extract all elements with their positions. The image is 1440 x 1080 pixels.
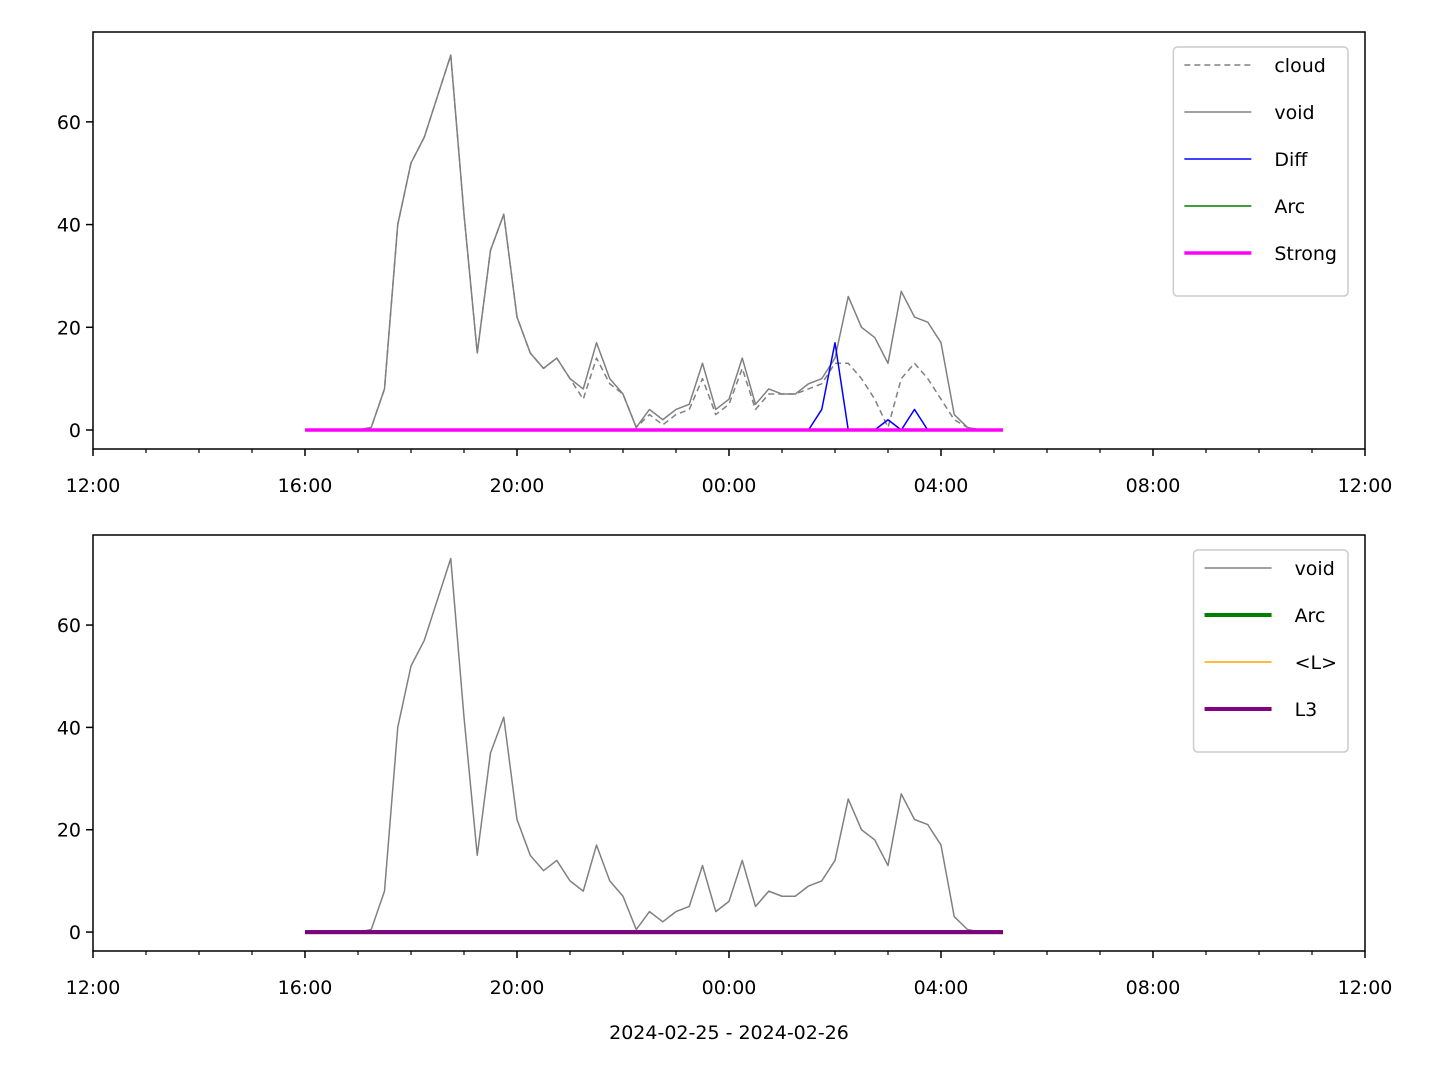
- y-tick-label: 60: [57, 112, 81, 134]
- legend-label: cloud: [1274, 55, 1325, 77]
- legend-label: L3: [1295, 699, 1318, 721]
- y-tick-label: 60: [57, 615, 81, 637]
- x-tick-label: 04:00: [914, 475, 969, 497]
- x-tick-label: 00:00: [702, 475, 757, 497]
- y-tick-label: 20: [57, 820, 81, 842]
- legend-label: void: [1295, 558, 1335, 580]
- x-tick-label: 20:00: [490, 977, 545, 999]
- x-tick-label: 12:00: [66, 475, 121, 497]
- legend-label: Arc: [1274, 196, 1305, 218]
- x-tick-label: 20:00: [490, 475, 545, 497]
- series-line: [305, 557, 1004, 933]
- x-tick-label: 08:00: [1126, 977, 1181, 999]
- legend-label: Strong: [1274, 243, 1337, 265]
- axes: 0 20 40 60 12:00 16:00 20:00 00:00 04:00 08:00 12:…: [57, 31, 1393, 497]
- x-tick-label: 12:00: [66, 977, 121, 999]
- series-line: [305, 54, 1004, 431]
- x-axis-label: 2024-02-25 - 2024-02-26: [609, 1022, 849, 1044]
- legend-label: Diff: [1274, 149, 1308, 171]
- y-tick-label: 0: [69, 922, 81, 944]
- series-line: [305, 341, 1004, 431]
- x-tick-label: 04:00: [914, 977, 969, 999]
- x-tick-label: 12:00: [1338, 977, 1393, 999]
- legend: void Arc <L> L3: [1192, 549, 1349, 753]
- y-tick-label: 0: [69, 420, 81, 442]
- y-tick-label: 20: [57, 317, 81, 339]
- y-tick-label: 40: [57, 215, 81, 237]
- axes-frame: [92, 31, 1366, 450]
- x-tick-label: 12:00: [1338, 475, 1393, 497]
- legend-label: Arc: [1295, 605, 1326, 627]
- x-tick-label: 16:00: [278, 977, 333, 999]
- axes-frame: [92, 534, 1366, 952]
- legend-label: <L>: [1295, 652, 1337, 674]
- legend-frame: [1172, 46, 1349, 297]
- y-tick-label: 40: [57, 717, 81, 739]
- legend-label: void: [1274, 102, 1314, 124]
- legend-frame: [1192, 549, 1349, 753]
- series-line: [305, 54, 1004, 431]
- x-tick-label: 16:00: [278, 475, 333, 497]
- x-tick-label: 00:00: [702, 977, 757, 999]
- legend: cloud void Diff Arc Strong: [1172, 46, 1349, 297]
- x-tick-label: 08:00: [1126, 475, 1181, 497]
- axes: 0 20 40 60 12:00 16:00 20:00 00:00 04:00 08:00 12:…: [57, 534, 1393, 1044]
